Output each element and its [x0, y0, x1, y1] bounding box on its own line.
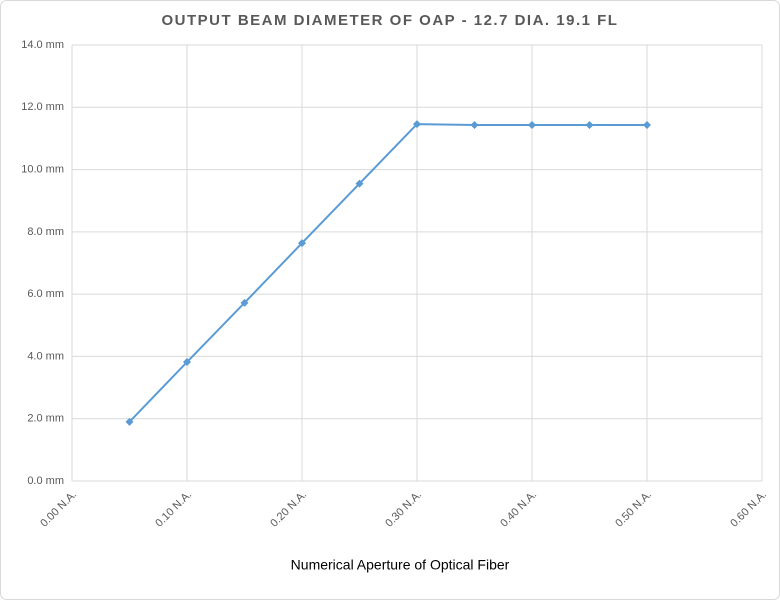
data-point [585, 121, 594, 130]
y-tick-label: 14.0 mm [21, 39, 64, 51]
y-tick-label: 12.0 mm [21, 101, 64, 113]
data-point [240, 298, 249, 307]
data-point [528, 121, 536, 130]
y-tick-label: 8.0 mm [27, 226, 64, 238]
y-tick-label: 10.0 mm [21, 163, 64, 175]
data-point [298, 239, 306, 248]
x-axis-title: Numerical Aperture of Optical Fiber [291, 557, 510, 573]
data-point [413, 120, 421, 129]
chart-title: OUTPUT BEAM DIAMETER OF OAP - 12.7 DIA. … [162, 12, 619, 29]
data-point [355, 179, 364, 188]
data-point [183, 358, 191, 367]
y-tick-label: 2.0 mm [27, 413, 64, 425]
y-tick-label: 0.0 mm [27, 475, 64, 487]
data-point [125, 417, 134, 426]
data-point [643, 121, 651, 130]
y-tick-label: 6.0 mm [27, 288, 64, 300]
y-tick-label: 4.0 mm [27, 350, 64, 362]
data-point [470, 121, 479, 130]
data-line [128, 123, 647, 423]
